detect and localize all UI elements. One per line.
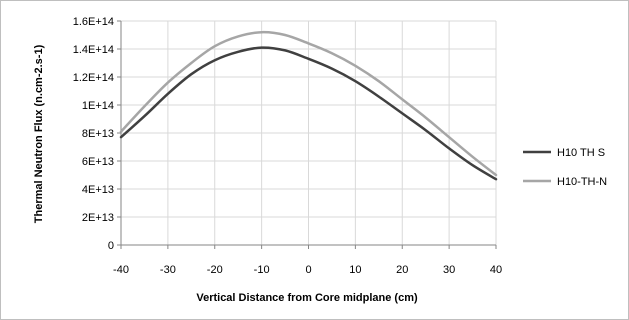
series-line-1: [119, 46, 498, 181]
x-tick-label: -20: [207, 264, 223, 276]
y-tick-label: 1E+14: [82, 100, 114, 112]
y-axis-title: Thermal Neutron Flux (n.cm-2.s-1): [33, 44, 45, 223]
y-tick-label: 0: [108, 240, 114, 252]
y-tick-label: 4E+13: [82, 184, 114, 196]
x-axis-title: Vertical Distance from Core midplane (cm…: [196, 292, 418, 304]
x-tick-label: -30: [160, 264, 176, 276]
axes: [117, 20, 497, 249]
x-tick-label: 40: [490, 264, 502, 276]
tick-labels: -40 -30 -20 -10 0 10 20 30 40 0 2E+13 4E+13 6E+13 8E+…: [73, 16, 502, 276]
series-line-2: [119, 30, 498, 177]
legend-label: H10-TH-N: [557, 176, 607, 188]
y-tick-label: 2E+13: [82, 212, 114, 224]
x-tick-label: 10: [349, 264, 361, 276]
x-tick-label: -40: [113, 264, 129, 276]
x-tick-label: 0: [305, 264, 311, 276]
y-tick-label: 1.6E+14: [73, 16, 114, 28]
legend: H10 TH S H10-TH-N: [523, 147, 607, 188]
x-tick-label: 30: [443, 264, 455, 276]
y-tick-label: 8E+13: [82, 128, 114, 140]
gridlines: [120, 20, 497, 246]
x-tick-label: 20: [396, 264, 408, 276]
y-tick-label: 1.4E+14: [73, 44, 114, 56]
y-tick-label: 1.2E+14: [73, 72, 114, 84]
series: [119, 30, 498, 181]
x-tick-label: -10: [254, 264, 270, 276]
legend-label: H10 TH S: [557, 147, 605, 159]
y-tick-label: 6E+13: [82, 156, 114, 168]
